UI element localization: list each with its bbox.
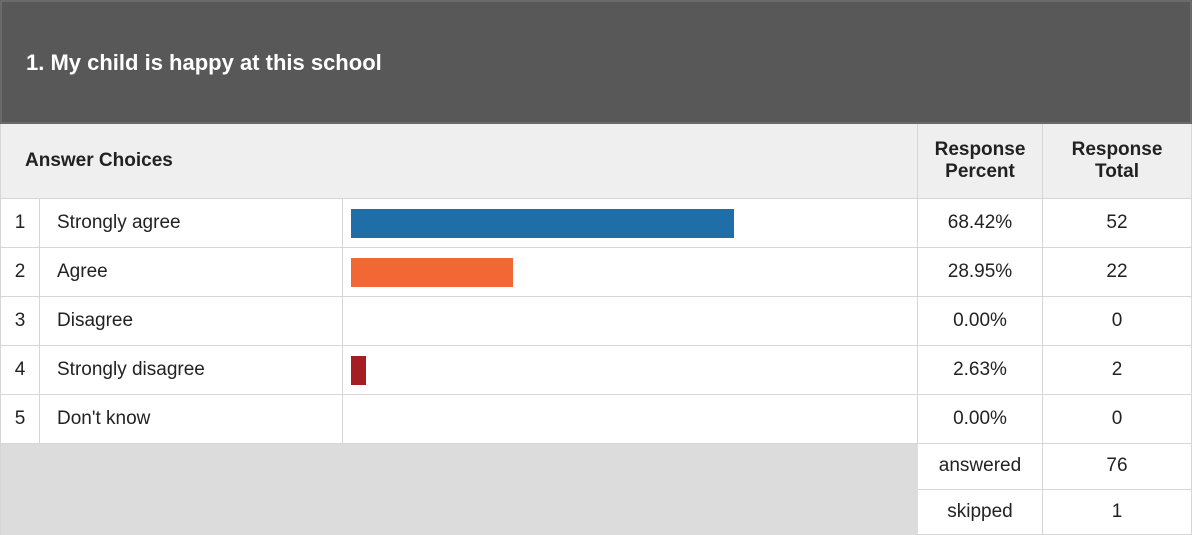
bar xyxy=(351,209,735,238)
choice: Don't know xyxy=(40,395,343,444)
title-bar: 1. My child is happy at this school xyxy=(0,0,1192,124)
summary-value: 1 xyxy=(1043,489,1192,535)
summary-label: answered xyxy=(918,444,1043,490)
percent: 68.42% xyxy=(918,199,1043,248)
header-percent: Response Percent xyxy=(918,124,1043,199)
total: 22 xyxy=(1043,248,1192,297)
title: 1. My child is happy at this school xyxy=(26,50,382,75)
summary-fill xyxy=(0,444,918,535)
bar xyxy=(351,356,366,385)
row-number: 1 xyxy=(0,199,40,248)
bar-cell xyxy=(343,248,918,297)
row-number: 4 xyxy=(0,346,40,395)
choice: Strongly agree xyxy=(40,199,343,248)
total: 0 xyxy=(1043,297,1192,346)
bar-cell xyxy=(343,297,918,346)
percent: 2.63% xyxy=(918,346,1043,395)
row-number: 5 xyxy=(0,395,40,444)
percent: 28.95% xyxy=(918,248,1043,297)
choice: Agree xyxy=(40,248,343,297)
percent: 0.00% xyxy=(918,297,1043,346)
row-number: 2 xyxy=(0,248,40,297)
bar xyxy=(351,258,514,287)
total: 0 xyxy=(1043,395,1192,444)
header-choices: Answer Choices xyxy=(0,124,918,199)
choice: Strongly disagree xyxy=(40,346,343,395)
summary-value: 76 xyxy=(1043,444,1192,490)
bar-cell xyxy=(343,199,918,248)
percent: 0.00% xyxy=(918,395,1043,444)
bar-cell xyxy=(343,395,918,444)
header-total: Response Total xyxy=(1043,124,1192,199)
row-number: 3 xyxy=(0,297,40,346)
total: 52 xyxy=(1043,199,1192,248)
total: 2 xyxy=(1043,346,1192,395)
bar-cell xyxy=(343,346,918,395)
summary-label: skipped xyxy=(918,489,1043,535)
choice: Disagree xyxy=(40,297,343,346)
